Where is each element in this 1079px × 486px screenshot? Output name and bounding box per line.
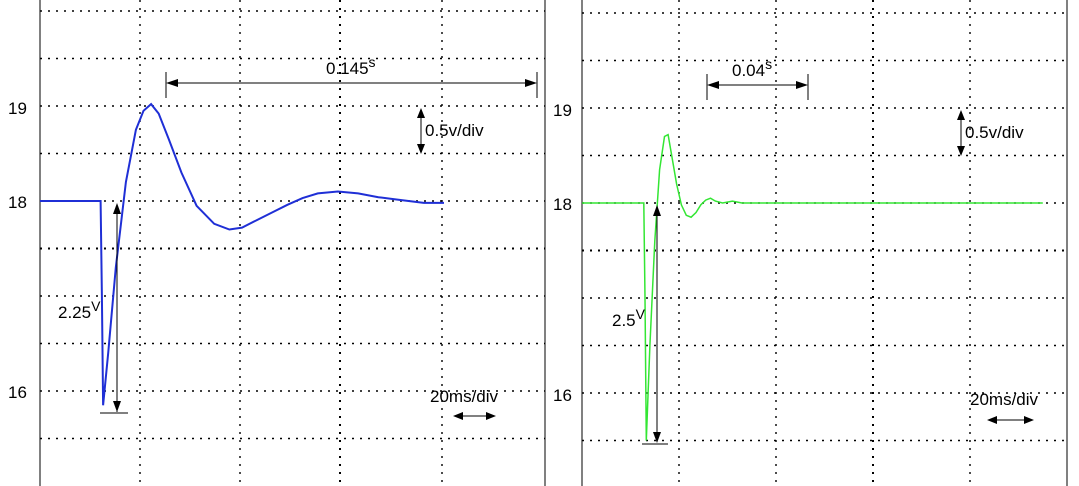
left-period-arrowhead-left bbox=[166, 79, 178, 87]
left-vscale-label: 0.5v/div bbox=[425, 121, 484, 140]
right-series-line bbox=[582, 133, 1043, 441]
right-timescale-arrowhead-right bbox=[1024, 416, 1034, 424]
left-drop-value: 2.25 bbox=[58, 303, 91, 322]
right-timescale-label: 20ms/div bbox=[970, 390, 1039, 409]
left-timescale-arrowhead-right bbox=[486, 412, 496, 420]
left-drop-unit: V bbox=[91, 298, 101, 314]
left-series-line bbox=[40, 102, 444, 406]
right-period-value: 0.04 bbox=[732, 61, 765, 80]
left-drop-label: 2.25V bbox=[58, 298, 101, 322]
right-drop-value: 2.5 bbox=[612, 311, 636, 330]
right-vscale-arrowhead-top bbox=[957, 110, 965, 120]
left-period-value: 0.145 bbox=[326, 59, 369, 78]
right-timescale-arrowhead-left bbox=[987, 416, 997, 424]
left-timescale-arrowhead-left bbox=[453, 412, 463, 420]
right-ytick-18: 18 bbox=[553, 195, 572, 214]
right-drop-label: 2.5V bbox=[612, 306, 646, 330]
left-period-arrowhead-right bbox=[525, 79, 537, 87]
right-chart-panel: 19 18 16 0.04s 0.5v/div 2.5V 20ms/div bbox=[553, 0, 1068, 486]
left-period-unit: s bbox=[369, 54, 376, 70]
right-period-arrowhead-left bbox=[707, 81, 719, 89]
left-ytick-16: 16 bbox=[8, 383, 27, 402]
left-grid bbox=[40, 0, 545, 486]
right-ytick-16: 16 bbox=[553, 386, 572, 405]
right-drop-arrowhead-bottom bbox=[653, 432, 661, 443]
right-grid bbox=[582, 0, 1067, 486]
left-period-label: 0.145s bbox=[326, 54, 376, 78]
left-vscale-arrowhead-top bbox=[417, 108, 425, 118]
right-drop-arrowhead-top bbox=[653, 205, 661, 216]
left-chart-panel: 19 18 16 0.145s 0.5v/div 2.25V 20ms/div bbox=[8, 0, 546, 486]
right-period-label: 0.04s bbox=[732, 56, 772, 80]
right-vscale-arrowhead-bottom bbox=[957, 146, 965, 156]
left-ytick-18: 18 bbox=[8, 193, 27, 212]
left-timescale-label: 20ms/div bbox=[430, 387, 499, 406]
left-vscale-arrowhead-bottom bbox=[417, 144, 425, 154]
left-drop-arrowhead-bottom bbox=[113, 401, 121, 412]
left-ytick-19: 19 bbox=[8, 99, 27, 118]
right-period-arrowhead-right bbox=[796, 81, 808, 89]
right-vscale-label: 0.5v/div bbox=[965, 123, 1024, 142]
left-drop-arrowhead-top bbox=[113, 203, 121, 214]
right-period-unit: s bbox=[765, 56, 772, 72]
right-drop-unit: V bbox=[636, 306, 646, 322]
right-ytick-19: 19 bbox=[553, 101, 572, 120]
